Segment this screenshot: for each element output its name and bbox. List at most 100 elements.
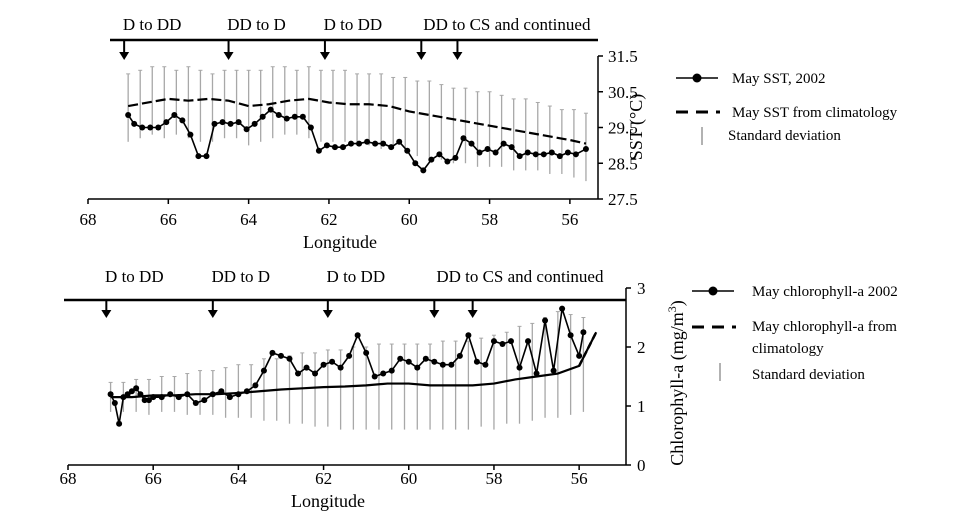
legend-marker-dot [708,286,718,296]
observed-point [125,111,132,118]
observed-point [508,144,515,151]
observed-point [111,400,118,407]
observed-point [456,352,463,359]
x-tick-label: 66 [145,469,162,488]
y-tick-label: 0 [637,456,646,475]
chl-legend-climatology-label: May chlorophyll-a from climatology [752,319,897,357]
x-tick-label: 68 [60,469,77,488]
observed-point [482,361,489,368]
chl-climatology-line [110,331,598,399]
x-tick-label: 56 [571,469,588,488]
chl-y-axis-label-end: ) [667,300,688,306]
segment-arrow-head [207,310,218,318]
observed-point [243,388,250,395]
observed-point [452,154,459,161]
observed-point [218,388,225,395]
observed-point [107,391,114,398]
observed-point [572,151,579,158]
segment-label: D to DD [123,15,182,34]
observed-point [331,144,338,151]
x-tick-label: 66 [160,210,177,229]
chl-y-axis-label: Chlorophyll-a (mg/m3) [665,300,688,465]
observed-point [490,338,497,345]
observed-point [147,124,154,131]
observed-point [516,364,523,371]
observed-point [307,124,314,131]
observed-point [540,151,547,158]
chl-std-dev-bars [108,311,586,430]
observed-point [192,400,199,407]
observed-point [542,317,549,324]
observed-point [499,341,506,348]
observed-point [259,113,266,120]
observed-point [323,142,330,149]
observed-point [201,397,208,404]
sst-legend-stddev-label: Standard deviation [728,128,841,144]
observed-point [532,151,539,158]
sst-legend-climatology-label: May SST from climatology [732,105,898,121]
chl-observed-line [107,305,587,427]
observed-point [163,119,170,126]
observed-point [388,144,395,151]
x-tick-label: 68 [80,210,97,229]
chl-axes [64,288,627,466]
segment-arrow-head [223,52,234,60]
observed-polyline [109,308,585,424]
observed-point [448,361,455,368]
observed-point [404,147,411,154]
y-tick-label: 31.5 [608,47,638,66]
sst-y-axis-label: SST (°C) [626,94,647,160]
observed-point [476,149,483,156]
observed-point [275,111,282,118]
observed-point [507,338,514,345]
chl-x-ticks: 68 66 64 62 60 58 56 [60,465,588,488]
segment-label: DD to D [227,15,286,34]
y-tick-label: 2 [637,338,646,357]
sst-legend-observed-label: May SST, 2002 [732,71,825,87]
observed-point [320,361,327,368]
observed-point [286,355,293,362]
sst-observed-line [125,106,589,174]
climatology-polyline [110,331,598,399]
observed-point [380,370,387,377]
observed-point [337,364,344,371]
sst-legend-climatology: May SST from climatology [676,105,898,121]
observed-point [171,111,178,118]
observed-point [133,385,140,392]
y-tick-label: 1 [637,397,646,416]
chl-y-ticks: 0 1 2 3 [626,279,646,475]
x-tick-label: 58 [481,210,498,229]
observed-point [444,158,451,165]
observed-point [158,394,165,401]
observed-point [137,391,144,398]
observed-point [533,370,540,377]
observed-point [291,113,298,120]
observed-point [500,140,507,147]
observed-point [283,115,290,122]
x-tick-label: 56 [561,210,578,229]
chl-legend-stddev-label: Standard deviation [752,367,865,383]
observed-point [372,140,379,147]
observed-point [315,147,322,154]
x-tick-label: 64 [240,210,258,229]
sst-std-dev-bars [126,66,588,182]
observed-point [267,106,274,113]
observed-point [131,120,138,127]
observed-point [209,391,216,398]
observed-point [371,373,378,380]
chl-legend-observed: May chlorophyll-a 2002 [692,284,898,300]
segment-arrow-head [452,52,463,60]
observed-point [420,167,427,174]
observed-point [405,358,412,365]
observed-point [184,391,191,398]
observed-point [422,355,429,362]
observed-point [576,352,583,359]
observed-point [340,144,346,151]
observed-point [277,352,284,359]
y-tick-label: 27.5 [608,190,638,209]
sst-legend: May SST, 2002 May SST from climatology S… [676,71,898,145]
observed-point [468,140,475,147]
climatology-polyline [127,97,587,145]
observed-point [219,119,226,126]
segment-label: D to DD [324,15,383,34]
